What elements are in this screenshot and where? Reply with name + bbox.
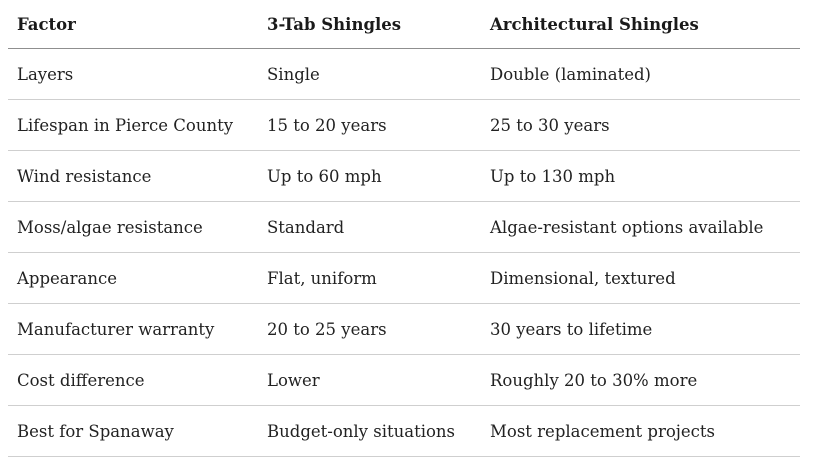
cell-3-tab: Flat, uniform <box>258 252 481 304</box>
cell-architectural: 25 to 30 years <box>481 99 800 151</box>
cell-architectural: Algae-resistant options available <box>481 201 800 253</box>
cell-architectural: Roughly 20 to 30% more <box>481 354 800 406</box>
table-row: Layers Single Double (laminated) <box>8 48 800 100</box>
cell-architectural: 30 years to lifetime <box>481 303 800 355</box>
header-3-tab-shingles: 3-Tab Shingles <box>258 0 481 49</box>
table-row: Wind resistance Up to 60 mph Up to 130 m… <box>8 150 800 202</box>
header-row: Factor 3-Tab Shingles Architectural Shin… <box>8 0 800 49</box>
cell-3-tab: 15 to 20 years <box>258 99 481 151</box>
table-row: Best for Spanaway Budget-only situations… <box>8 405 800 457</box>
header-architectural-shingles: Architectural Shingles <box>481 0 800 49</box>
table-row: Moss/algae resistance Standard Algae-res… <box>8 201 800 253</box>
table-row: Lifespan in Pierce County 15 to 20 years… <box>8 99 800 151</box>
cell-factor: Appearance <box>8 252 258 304</box>
cell-factor: Cost difference <box>8 354 258 406</box>
cell-factor: Lifespan in Pierce County <box>8 99 258 151</box>
cell-factor: Wind resistance <box>8 150 258 202</box>
table-row: Appearance Flat, uniform Dimensional, te… <box>8 252 800 304</box>
cell-factor: Layers <box>8 48 258 100</box>
cell-3-tab: Single <box>258 48 481 100</box>
cell-factor: Best for Spanaway <box>8 405 258 457</box>
cell-architectural: Dimensional, textured <box>481 252 800 304</box>
cell-architectural: Most replacement projects <box>481 405 800 457</box>
cell-3-tab: Standard <box>258 201 481 253</box>
table-header: Factor 3-Tab Shingles Architectural Shin… <box>8 0 800 49</box>
cell-architectural: Up to 130 mph <box>481 150 800 202</box>
cell-3-tab: Budget-only situations <box>258 405 481 457</box>
table-body: Layers Single Double (laminated) Lifespa… <box>8 48 800 457</box>
cell-architectural: Double (laminated) <box>481 48 800 100</box>
table-row: Manufacturer warranty 20 to 25 years 30 … <box>8 303 800 355</box>
cell-3-tab: Lower <box>258 354 481 406</box>
cell-3-tab: 20 to 25 years <box>258 303 481 355</box>
cell-factor: Manufacturer warranty <box>8 303 258 355</box>
table-row: Cost difference Lower Roughly 20 to 30% … <box>8 354 800 406</box>
header-factor: Factor <box>8 0 258 49</box>
cell-3-tab: Up to 60 mph <box>258 150 481 202</box>
shingle-comparison-table: Factor 3-Tab Shingles Architectural Shin… <box>8 0 800 457</box>
cell-factor: Moss/algae resistance <box>8 201 258 253</box>
